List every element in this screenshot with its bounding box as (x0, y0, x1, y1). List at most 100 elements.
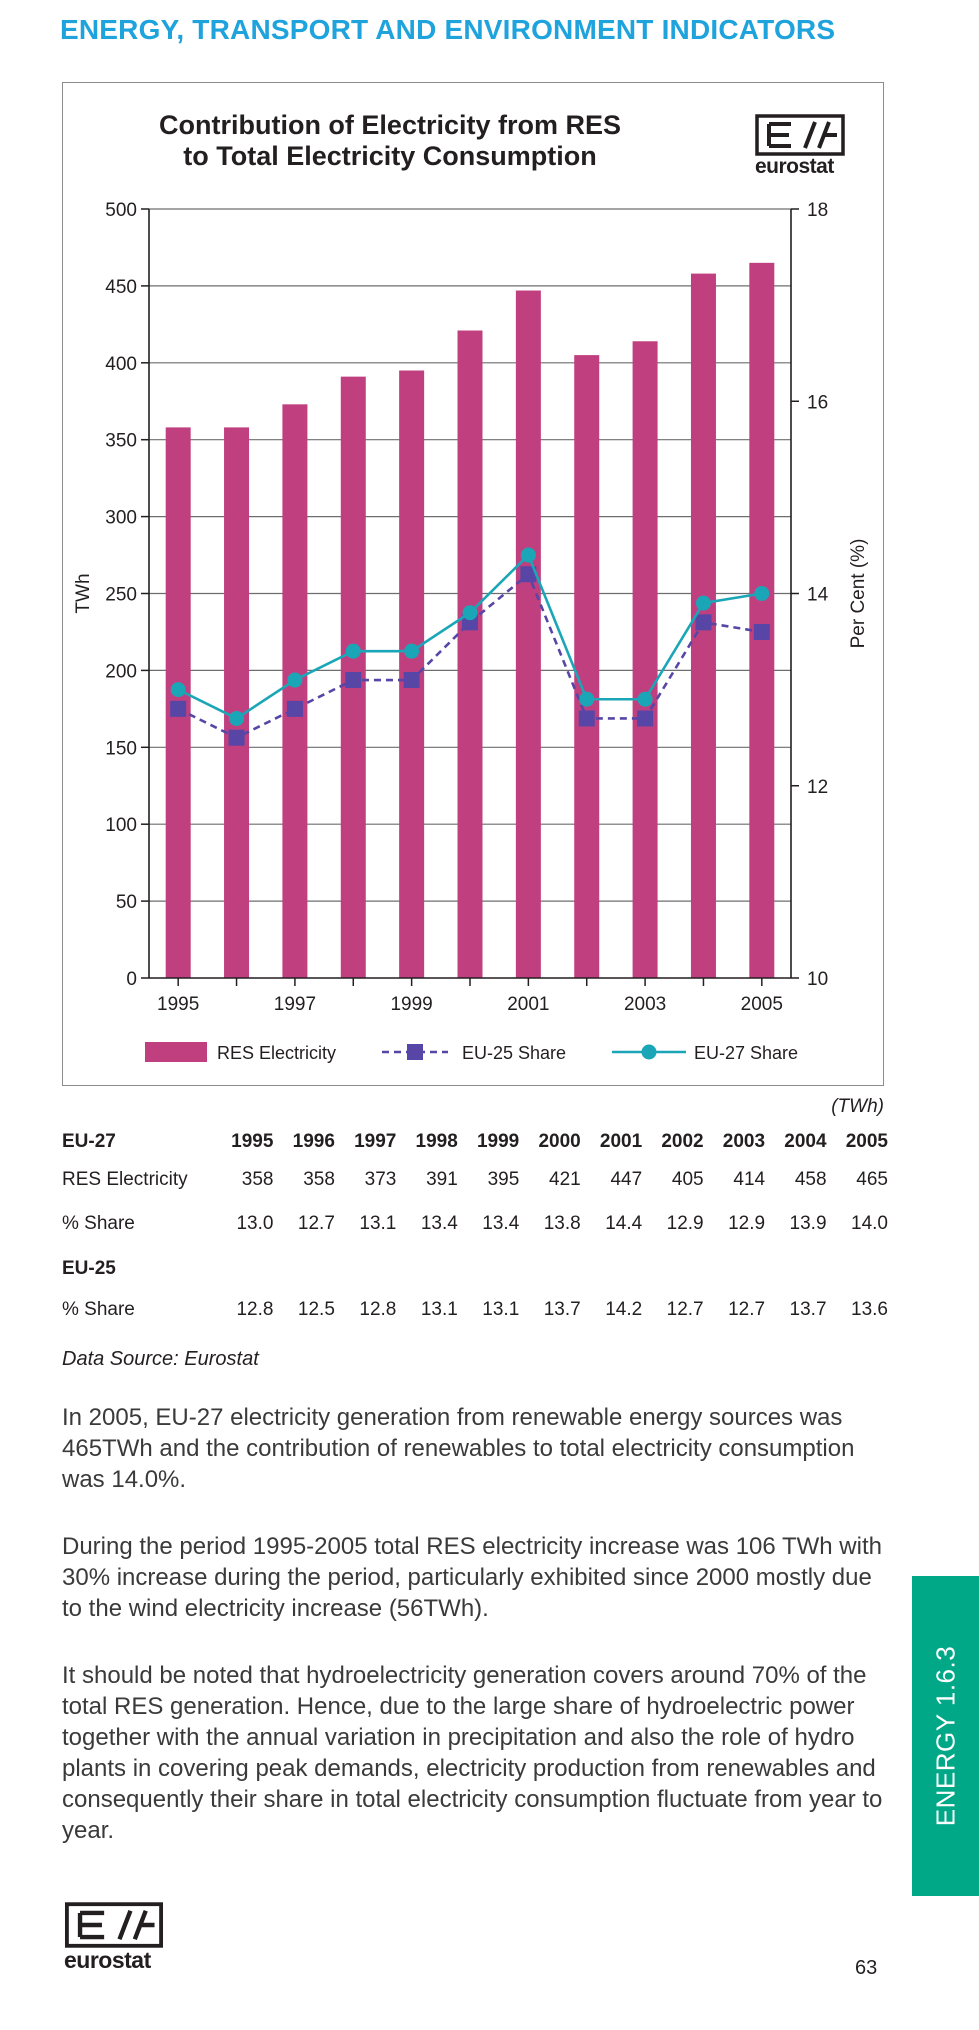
table-row-res-electricity-cell: 358 (303, 1169, 335, 1190)
table-row-res-electricity-cell: 421 (549, 1169, 581, 1190)
legend-label-res-electricity: RES Electricity (217, 1043, 336, 1063)
table-row-eu25-heading-cell (335, 1248, 396, 1290)
side-tab-label: ENERGY 1.6.3 (930, 1645, 960, 1827)
y-tick-label: 450 (105, 277, 137, 298)
table-row-res-electricity-cell: 414 (733, 1169, 766, 1190)
table-row-eu25-heading-cell (458, 1248, 519, 1290)
x-tick-label: 2001 (507, 994, 549, 1015)
table-row-eu25-share-label: % Share (62, 1299, 135, 1320)
legend-swatch-res-electricity (145, 1042, 207, 1062)
table-row-eu25-heading-cell (827, 1248, 888, 1290)
eu25-share-point (637, 710, 654, 727)
y-tick-label: 100 (105, 815, 137, 836)
table-header-row-cell: 2002 (661, 1131, 704, 1152)
paragraph-3: It should be noted that hydroelectricity… (62, 1662, 883, 1844)
table-row-eu27-share-cell: 13.8 (543, 1213, 581, 1234)
table-row-eu25-heading-cell (765, 1248, 826, 1290)
table-row-res-electricity: RES Electricity 358 358 373 391 395 421 447 405 4… (62, 1160, 888, 1200)
table-row-res-electricity-cell: 391 (426, 1169, 458, 1190)
eu27-share-point (695, 595, 711, 611)
table-header-row-cell: 2003 (722, 1131, 766, 1152)
eurostat-logo-icon (755, 114, 845, 156)
page-header-title: ENERGY, TRANSPORT AND ENVIRONMENT INDICA… (60, 14, 836, 45)
table-row-eu25-heading-cell (581, 1248, 642, 1290)
page-number: 63 (855, 1957, 878, 1979)
table-row-eu27-share-cell: 13.4 (482, 1213, 520, 1234)
table-row-eu25-heading-cell (642, 1248, 703, 1290)
table-unit-label: (TWh) (831, 1096, 884, 1117)
table-row-eu25-share-cell: 12.8 (236, 1299, 274, 1320)
chart-eurostat-logo: eurostat (755, 114, 845, 178)
table-row-res-electricity-cell: 447 (610, 1169, 643, 1190)
eu25-share-point (753, 623, 770, 640)
y-axis-title: TWh (73, 573, 94, 613)
eu25-share-point (695, 614, 712, 631)
data-source: Data Source: Eurostat (62, 1348, 259, 1370)
table-header-row-cell: 1996 (292, 1131, 335, 1152)
y-tick-label: 350 (105, 431, 137, 452)
table-header-row-cell: 2004 (784, 1131, 827, 1152)
table-row-eu25-share: % Share 12.8 12.5 12.8 13.1 13.1 13.7 14.2 12.7 1… (62, 1290, 888, 1330)
eu25-share-point (228, 729, 245, 746)
table-header-row-cell: 1998 (415, 1131, 458, 1152)
y2-tick-label: 14 (807, 585, 829, 606)
y-tick-label: 0 (126, 969, 137, 990)
table-header-row-cell: 2005 (845, 1131, 888, 1152)
x-tick-label: 2005 (741, 994, 783, 1015)
bar-res-electricity (282, 404, 308, 978)
eu27-share-point (287, 672, 303, 688)
table-header-row-cell: 1997 (354, 1131, 397, 1152)
table-row-eu27-share-cell: 13.9 (789, 1213, 827, 1234)
table-row-res-electricity-cell: 405 (671, 1169, 704, 1190)
eu27-share-point (462, 605, 478, 621)
table-row-eu27-share-cell: 13.1 (359, 1213, 397, 1234)
paragraph-2: During the period 1995-2005 total RES el… (62, 1533, 882, 1622)
chart-title: Contribution of Electricity from RES to … (140, 110, 640, 172)
table-row-eu25-share-cell: 12.7 (728, 1299, 766, 1320)
side-tab: ENERGY 1.6.3 (912, 1576, 979, 1896)
x-tick-label: 2003 (624, 994, 666, 1015)
eurostat-footer-logo-word: eurostat (64, 1947, 151, 1973)
eu27-share-point (404, 643, 420, 659)
legend-label-eu27: EU-27 Share (694, 1043, 798, 1063)
bar-res-electricity (574, 355, 600, 978)
table-row-res-electricity-cell: 373 (364, 1169, 397, 1190)
y2-tick-label: 16 (807, 392, 828, 413)
x-tick-label: 1997 (274, 994, 316, 1015)
bar-res-electricity (632, 341, 658, 978)
table-row-eu25-heading-label: EU-25 (62, 1258, 116, 1279)
eu25-share-point (286, 700, 303, 717)
table-row-eu27-share-cell: 13.4 (420, 1213, 458, 1234)
legend-marker-eu25 (407, 1044, 423, 1060)
y-tick-label: 50 (116, 892, 137, 913)
table-row-eu27-share-label: % Share (62, 1213, 135, 1234)
eu25-share-point (345, 672, 362, 689)
table-row-eu25-heading-cell (519, 1248, 580, 1290)
eu27-share-point (579, 691, 595, 707)
table-header-row: EU-27 1995 1996 1997 1998 1999 2000 2001 2002 200… (62, 1124, 888, 1160)
eu25-share-point (578, 710, 595, 727)
table-row-res-electricity-cell: 458 (794, 1169, 827, 1190)
x-tick-label: 1995 (157, 994, 199, 1015)
table-row-eu27-share-cell: 12.7 (297, 1213, 335, 1234)
bar-res-electricity (457, 330, 483, 978)
table-row-eu25-share-cell: 13.1 (482, 1299, 520, 1320)
y-tick-label: 250 (105, 585, 137, 606)
paragraph-1: In 2005, EU-27 electricity generation fr… (62, 1404, 855, 1493)
table-row-eu25-heading-cell (704, 1248, 765, 1290)
y-tick-label: 500 (105, 200, 137, 221)
chart-title-line-2: to Total Electricity Consumption (183, 141, 597, 171)
table-row-eu27-share-cell: 14.0 (851, 1213, 888, 1234)
footer-eurostat-logo: eurostat (64, 1902, 166, 1973)
legend-label-eu25: EU-25 Share (462, 1043, 566, 1063)
table-row-eu25-share-cell: 12.8 (359, 1299, 397, 1320)
table-header-row-cell: 2001 (599, 1131, 643, 1152)
eu27-share-point (520, 547, 536, 563)
eurostat-logo-word: eurostat (755, 155, 834, 178)
y-tick-label: 400 (105, 354, 137, 375)
chart-frame (62, 82, 884, 1086)
table-row-eu25-share-cell: 13.1 (420, 1299, 458, 1320)
y-tick-label: 300 (105, 508, 137, 529)
x-tick-label: 1999 (390, 994, 432, 1015)
table-header-row-label: EU-27 (62, 1131, 116, 1152)
